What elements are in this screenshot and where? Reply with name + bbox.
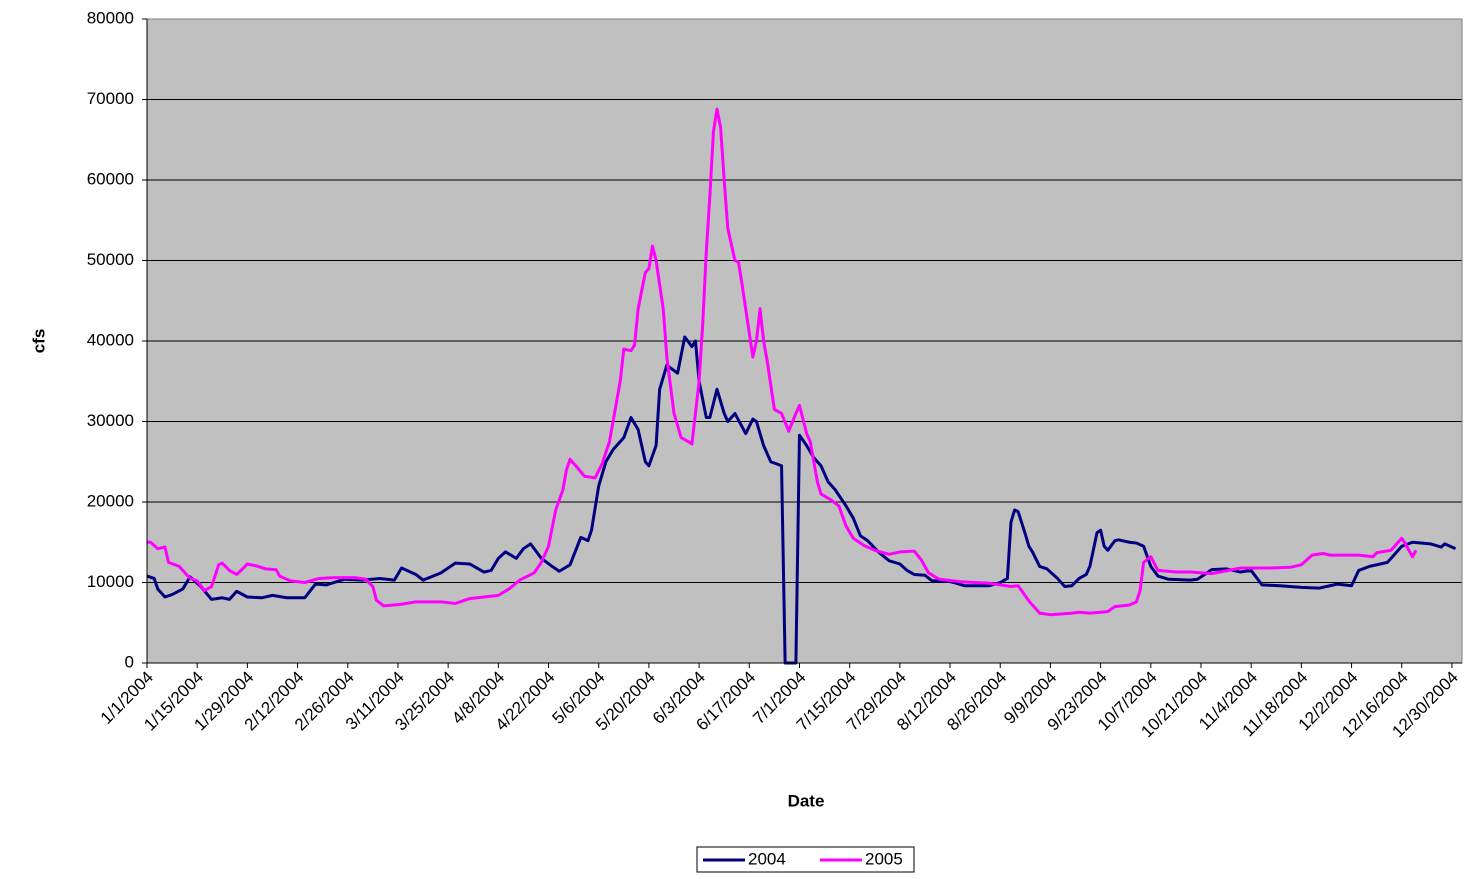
y-tick-label: 70000: [87, 89, 134, 108]
y-tick-label: 40000: [87, 330, 134, 349]
series-line: [147, 107, 1418, 617]
legend-label: 2005: [865, 849, 903, 868]
y-tick-label: 20000: [87, 491, 134, 510]
y-tick-label: 30000: [87, 411, 134, 430]
legend: 2004 2005: [696, 846, 915, 873]
lines: [146, 107, 1457, 665]
legend-label: 2004: [748, 849, 786, 868]
x-axis-title: Date: [788, 791, 825, 810]
y-axis-title: cfs: [29, 329, 48, 354]
y-tick-label: 60000: [87, 169, 134, 188]
y-tick-label: 50000: [87, 250, 134, 269]
y-tick-label: 80000: [87, 8, 134, 27]
y-tick-label: 0: [125, 652, 134, 671]
series-line: [146, 335, 1457, 665]
y-tick-label: 10000: [87, 572, 134, 591]
